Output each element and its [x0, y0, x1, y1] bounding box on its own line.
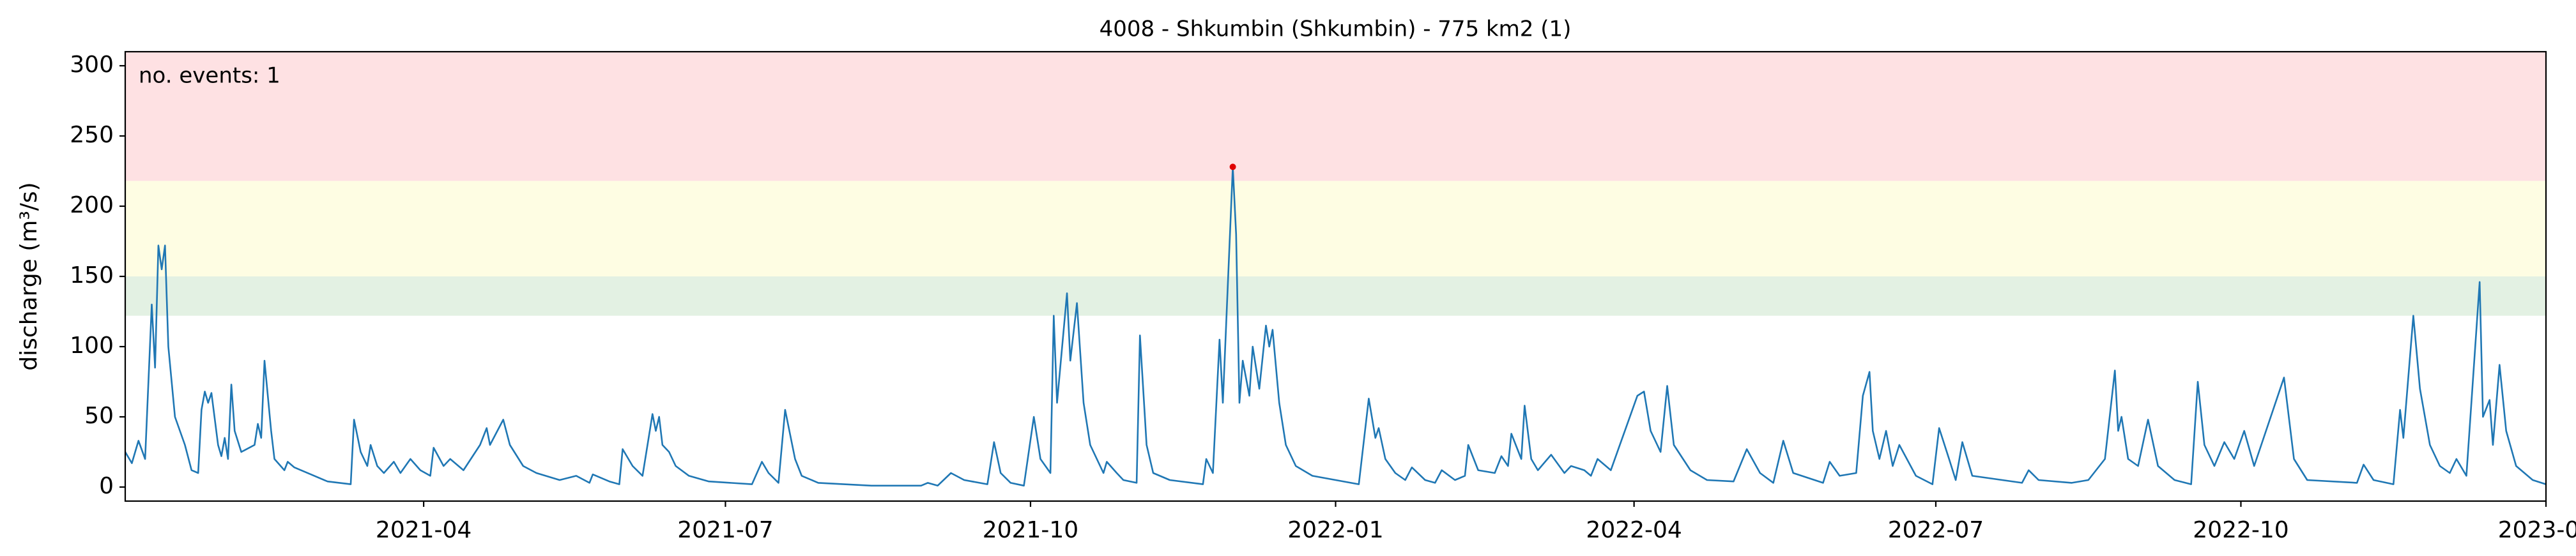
x-tick-label: 2021-10 — [983, 517, 1078, 543]
axes: 0 50 100 150 200 250 300 2021-04 2021-07 2021-10 2… — [70, 52, 2576, 543]
y-axis-label: discharge (m³/s) — [16, 182, 42, 370]
event-marker — [1229, 163, 1236, 170]
y-tick-label: 100 — [70, 333, 114, 359]
x-tick-label: 2022-07 — [1888, 517, 1984, 543]
annotation: no. events: 1 — [139, 63, 280, 89]
threshold-band — [125, 181, 2546, 276]
y-tick-label: 0 — [99, 473, 114, 499]
plot-frame — [124, 50, 2547, 502]
y-tick-label: 150 — [70, 262, 114, 289]
y-tick-label: 50 — [84, 403, 114, 429]
chart-title: 4008 - Shkumbin (Shkumbin) - 775 km2 (1) — [1100, 17, 1572, 42]
x-tick-label: 2021-07 — [677, 517, 773, 543]
y-tick-label: 300 — [70, 52, 114, 78]
x-tick-label: 2022-04 — [1586, 517, 1682, 543]
bands — [125, 52, 2546, 316]
threshold-band — [125, 276, 2546, 316]
x-tick-label: 2022-10 — [2193, 517, 2288, 543]
threshold-band — [125, 52, 2546, 181]
plot-area — [124, 163, 2547, 487]
x-tick-label: 2022-01 — [1287, 517, 1383, 543]
x-tick-label: 2021-04 — [376, 517, 471, 543]
y-tick-label: 200 — [70, 192, 114, 218]
x-tick-label: 2023-01 — [2498, 517, 2576, 543]
discharge-line — [124, 166, 2547, 487]
y-tick-label: 250 — [70, 122, 114, 148]
